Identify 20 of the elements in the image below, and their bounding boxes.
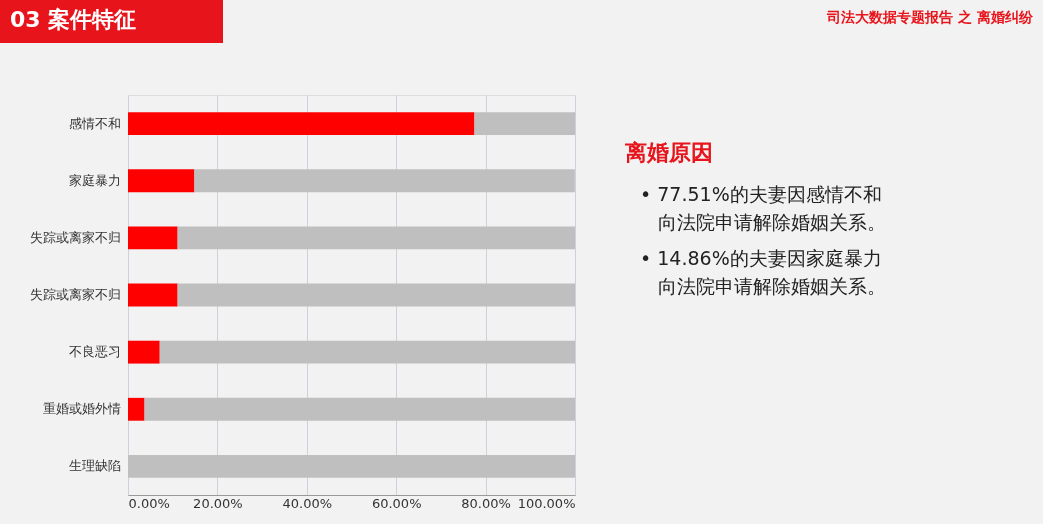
y-tick-label: 失踪或离家不归 — [29, 287, 121, 302]
x-tick-label: 60.00% — [371, 495, 422, 511]
y-tick-label: 重婚或婚外情 — [42, 401, 121, 417]
text: 司法大数据专题报告 之 离婚纠纷 — [826, 9, 1034, 25]
x-tick-label: 80.00% — [461, 495, 511, 511]
text: 离婚原因 — [624, 140, 713, 165]
y-tick-label: 失踪或离家不归 — [29, 229, 121, 245]
text: • 77.51%的夫妻因感情不和 — [640, 183, 882, 205]
y-tick-label: 感情不和 — [68, 115, 121, 131]
y-tick-label: 不良恶习 — [68, 344, 121, 360]
x-tick-label: 40.00% — [282, 495, 333, 511]
text: • 14.86%的夫妻因家庭暴力 — [640, 247, 882, 269]
x-tick-label: 100.00% — [517, 495, 576, 511]
x-tick-label: 0.00% — [128, 495, 170, 511]
chart-title: 03 案件特征 — [10, 7, 137, 32]
x-tick-label: 20.00% — [193, 495, 243, 511]
y-tick-label: 生理缺陷 — [68, 458, 121, 474]
text: 向法院申请解除婚姻关系。 — [658, 275, 886, 297]
text: 向法院申请解除婚姻关系。 — [658, 211, 886, 233]
y-tick-label: 家庭暴力 — [68, 172, 121, 188]
